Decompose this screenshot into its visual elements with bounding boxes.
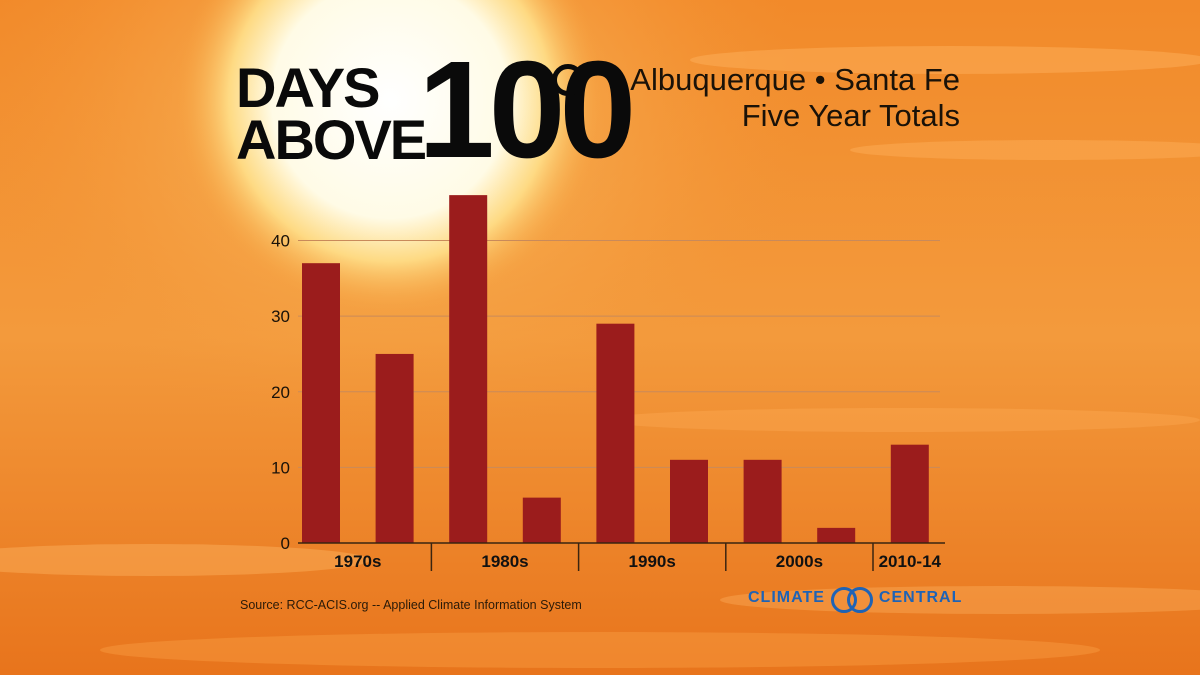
y-tick-label: 0 [281, 534, 290, 553]
bar [743, 459, 782, 543]
climate-central-logo: CLIMATE CENTRAL [748, 584, 963, 613]
title-line-days: DAYS [236, 56, 380, 119]
x-category-label: 2000s [776, 552, 823, 571]
bar [449, 195, 488, 543]
chart-subtitle: Albuquerque • Santa Fe Five Year Totals [630, 62, 960, 134]
x-category-label: 1990s [629, 552, 676, 571]
source-note: Source: RCC-ACIS.org -- Applied Climate … [240, 598, 582, 612]
bar [596, 323, 635, 543]
degree-symbol [552, 64, 584, 96]
bars [302, 195, 929, 543]
linked-rings-icon [829, 585, 875, 613]
bar [890, 444, 929, 543]
axis-labels: 0 10 20 30 40 1970s 1980s 1990s 2000s 2010-14 [271, 232, 941, 572]
y-tick-label: 40 [271, 232, 290, 251]
title-number: 100 [418, 33, 636, 187]
x-category-label: 2010-14 [879, 552, 942, 571]
bar [302, 263, 340, 543]
bar [817, 527, 856, 543]
subtitle-location: Albuquerque • Santa Fe [630, 62, 960, 97]
bar [375, 353, 414, 543]
y-tick-label: 10 [271, 458, 290, 477]
logo-text-central: CENTRAL [878, 589, 963, 606]
bar [522, 497, 561, 543]
logo-text-climate: CLIMATE [748, 589, 825, 606]
y-tick-label: 30 [271, 307, 290, 326]
subtitle-period: Five Year Totals [741, 98, 960, 133]
title-line-above: ABOVE [236, 108, 427, 171]
chart-title: DAYS ABOVE [236, 56, 427, 171]
y-tick-label: 20 [271, 383, 290, 402]
x-axis [298, 542, 945, 571]
bar [670, 459, 708, 543]
x-category-label: 1980s [481, 552, 528, 571]
x-category-label: 1970s [334, 552, 381, 571]
